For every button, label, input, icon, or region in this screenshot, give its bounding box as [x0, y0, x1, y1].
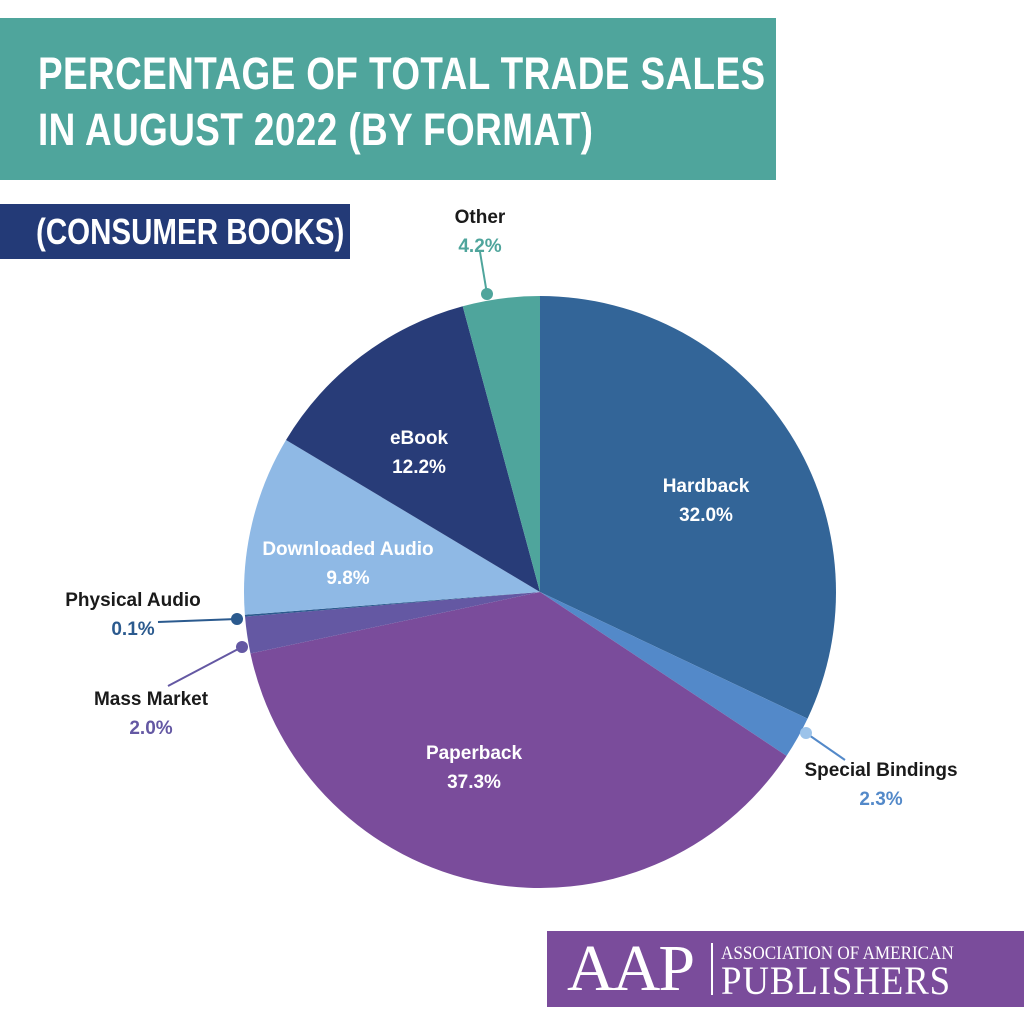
slice-downloaded-audio	[244, 439, 540, 615]
slice-mass-market	[245, 592, 540, 654]
subtitle-banner: (CONSUMER BOOKS)	[0, 204, 350, 259]
leader-lines	[157, 251, 846, 761]
label-other: Other	[455, 207, 506, 228]
label-special-bindings: Special Bindings	[804, 760, 957, 781]
slice-hardback	[540, 296, 836, 719]
logo-mark: AAP	[567, 932, 695, 1005]
pie-slices	[244, 296, 836, 888]
leader-dot-other	[481, 288, 493, 300]
label-physical-audio: Physical Audio	[65, 590, 201, 611]
value-paperback: 37.3%	[447, 772, 501, 793]
title-banner	[0, 18, 776, 180]
chart-subtitle: (CONSUMER BOOKS)	[36, 211, 345, 252]
label-mass-market: Mass Market	[94, 689, 209, 710]
leader-dot-special-bindings	[800, 727, 812, 739]
leader-mass-market	[167, 646, 243, 687]
slice-other	[462, 296, 540, 592]
leader-special-bindings	[805, 732, 846, 761]
chart-title-line-1: PERCENTAGE OF TOTAL TRADE SALES	[38, 48, 766, 99]
logo-divider	[711, 943, 713, 995]
leader-physical-audio	[157, 618, 238, 623]
value-special-bindings: 2.3%	[859, 789, 902, 810]
label-ebook: eBook	[390, 428, 449, 449]
logo-line-1: ASSOCIATION OF AMERICAN	[721, 943, 954, 964]
value-downloaded-audio: 9.8%	[326, 568, 369, 589]
slice-paperback	[250, 592, 787, 888]
leader-dot-mass-market	[236, 641, 248, 653]
value-hardback: 32.0%	[679, 505, 733, 526]
chart-title-line-2: IN AUGUST 2022 (BY FORMAT)	[38, 104, 594, 155]
label-paperback: Paperback	[426, 743, 523, 764]
slice-labels: Hardback 32.0% Special Bindings 2.3% Paperba…	[65, 207, 957, 810]
value-physical-audio: 0.1%	[111, 619, 154, 640]
label-hardback: Hardback	[663, 476, 750, 497]
logo-line-2: PUBLISHERS	[721, 958, 952, 1003]
slice-special-bindings	[540, 592, 808, 756]
slice-ebook	[286, 306, 540, 592]
slice-physical-audio	[244, 592, 540, 617]
leader-other	[479, 251, 488, 295]
value-other: 4.2%	[458, 236, 501, 257]
aap-logo: AAP ASSOCIATION OF AMERICAN PUBLISHERS	[547, 931, 1024, 1007]
value-ebook: 12.2%	[392, 457, 446, 478]
value-mass-market: 2.0%	[129, 718, 172, 739]
leader-dot-physical-audio	[231, 613, 243, 625]
label-downloaded-audio: Downloaded Audio	[262, 539, 433, 560]
